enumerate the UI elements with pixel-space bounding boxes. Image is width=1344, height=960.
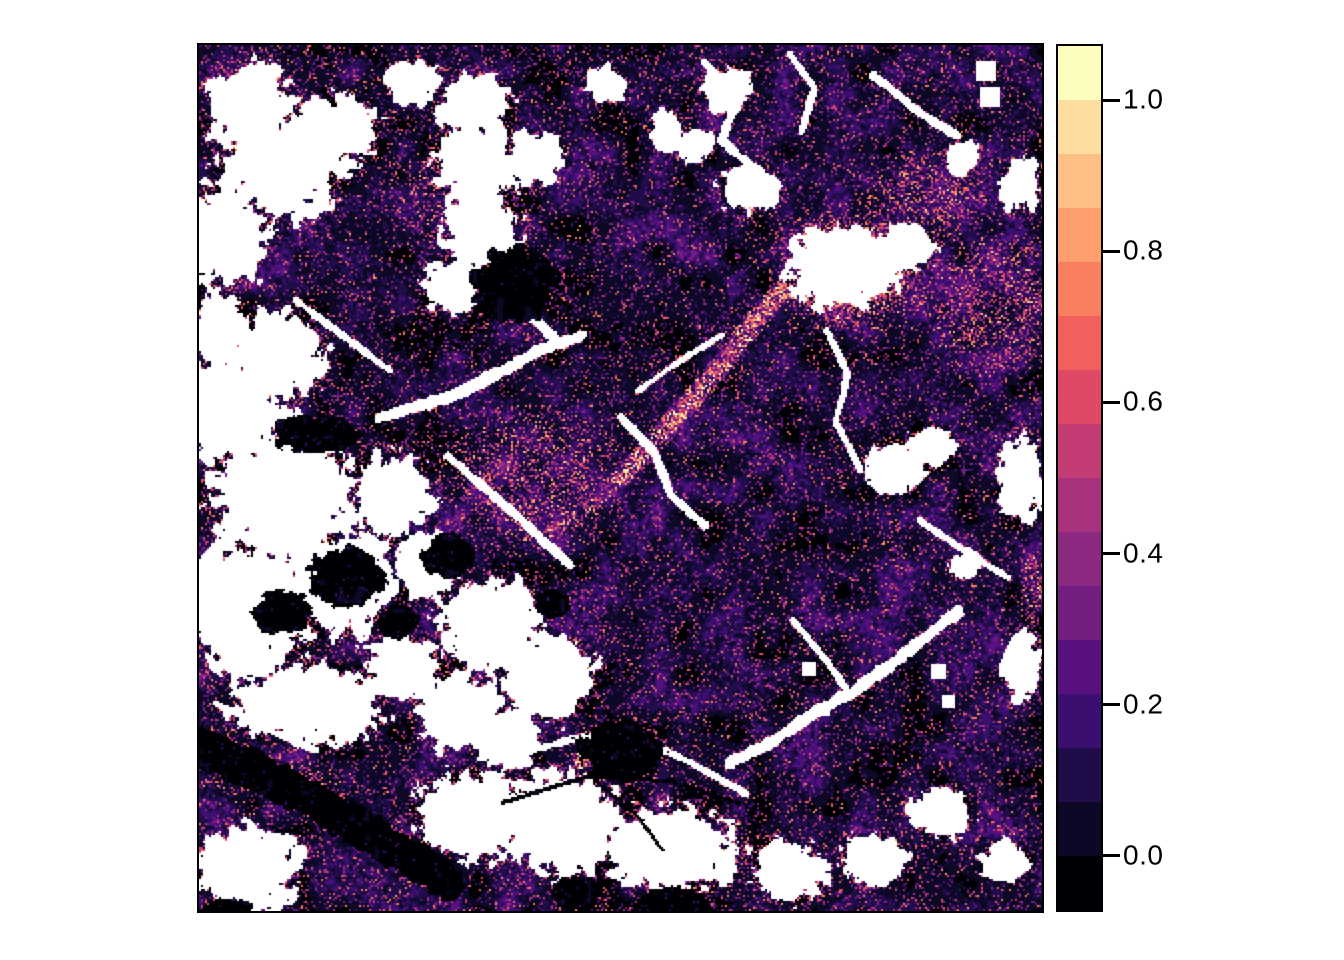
legend-block [1058,424,1101,478]
legend-block [1058,478,1101,532]
colorbar [1056,44,1103,912]
colorbar-tick-mark [1103,854,1120,858]
colorbar-tick-mark [1103,400,1120,404]
legend-block [1058,856,1101,910]
colorbar-tick-label: 0.8 [1123,234,1164,266]
legend-block [1058,262,1101,316]
legend-block [1058,46,1101,100]
legend-block [1058,154,1101,208]
colorbar-tick-label: 0.0 [1123,839,1164,871]
legend-block [1058,100,1101,154]
colorbar-tick-label: 0.4 [1123,537,1164,569]
legend-block [1058,640,1101,694]
colorbar-tick-label: 0.2 [1123,688,1164,720]
colorbar-tick-mark [1103,249,1120,253]
legend-block [1058,532,1101,586]
colorbar-tick-mark [1103,98,1120,102]
legend-block [1058,586,1101,640]
colorbar-tick-mark [1103,703,1120,707]
colorbar-tick-label: 1.0 [1123,83,1164,115]
legend-block [1058,208,1101,262]
raster-image [199,45,1042,911]
colorbar-tick-mark [1103,552,1120,556]
legend-block [1058,694,1101,748]
legend-block [1058,316,1101,370]
colorbar-tick-label: 0.6 [1123,385,1164,417]
map-panel [197,43,1044,913]
legend-block [1058,370,1101,424]
legend-block [1058,748,1101,802]
legend-block [1058,802,1101,856]
